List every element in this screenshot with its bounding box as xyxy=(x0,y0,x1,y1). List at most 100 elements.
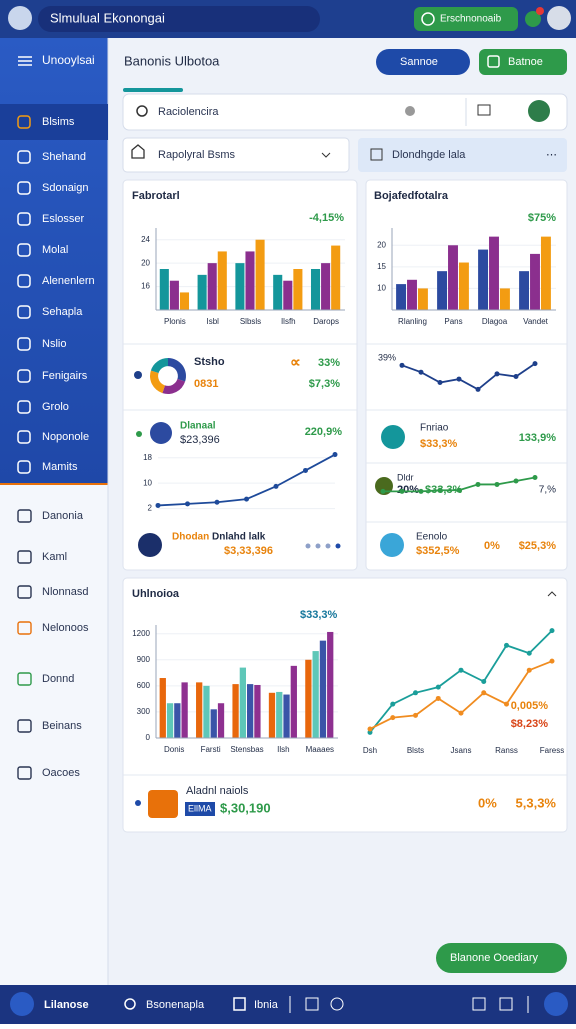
donut-slice xyxy=(162,379,186,394)
bar xyxy=(327,631,334,738)
x-tick-label: Isbl xyxy=(206,317,219,326)
point xyxy=(549,628,555,634)
panel xyxy=(365,179,568,571)
panel xyxy=(122,577,568,833)
dropdown[interactable] xyxy=(122,137,350,173)
icon[interactable] xyxy=(305,997,319,1011)
change: 5,3,3% xyxy=(516,795,557,810)
dropdown-label: Rapolyral Bsms xyxy=(158,149,236,161)
dot xyxy=(136,431,142,437)
nav-item[interactable]: Grolo xyxy=(42,401,69,413)
point xyxy=(155,502,161,508)
page-dot[interactable] xyxy=(325,543,331,549)
nav-item[interactable]: Sehapla xyxy=(42,306,83,318)
bar xyxy=(310,269,321,310)
nav-item[interactable]: Sdonaign xyxy=(42,182,89,194)
nav-icon xyxy=(17,115,31,129)
panel-title: Fabrotarl xyxy=(132,190,180,202)
page-title: Banonis Ulbotoa xyxy=(124,53,220,68)
bar xyxy=(530,253,540,310)
page-dot[interactable] xyxy=(335,543,341,549)
nav-item[interactable]: Molal xyxy=(42,244,68,256)
avatar[interactable] xyxy=(528,100,550,122)
row-name: Dldr xyxy=(397,472,414,482)
button[interactable] xyxy=(376,49,470,75)
icon xyxy=(148,790,178,818)
bar xyxy=(305,659,312,738)
nav-item[interactable]: Nelonoos xyxy=(42,622,89,634)
point xyxy=(273,483,279,489)
page-dot[interactable] xyxy=(305,543,311,549)
notification-icon[interactable] xyxy=(525,11,541,27)
point xyxy=(513,374,519,379)
title-pill xyxy=(38,6,320,32)
nav-icon xyxy=(17,243,31,257)
icon[interactable] xyxy=(477,104,491,116)
icon[interactable] xyxy=(499,997,513,1011)
bar xyxy=(245,251,255,310)
footer-item[interactable]: Bsonenapla xyxy=(146,999,205,1011)
nav-icon xyxy=(17,400,31,414)
nav-item[interactable]: Oacoes xyxy=(42,767,80,779)
nav-icon xyxy=(17,585,32,599)
x-tick-label: Vandet xyxy=(523,317,549,326)
bar xyxy=(196,682,203,738)
button[interactable] xyxy=(479,49,567,75)
donut-slice xyxy=(150,370,165,394)
avatar[interactable] xyxy=(8,6,32,30)
nav-item[interactable]: Donnd xyxy=(42,673,74,685)
footer-icon[interactable] xyxy=(10,992,34,1016)
bar xyxy=(217,251,227,310)
nav-item[interactable]: Noponole xyxy=(42,431,89,443)
change: $25,3% xyxy=(519,540,557,552)
page-dot[interactable] xyxy=(315,543,321,549)
bar xyxy=(247,684,254,738)
nav-item[interactable]: Beinans xyxy=(42,720,82,732)
nav-item[interactable]: Mamits xyxy=(42,461,78,473)
dropdown[interactable] xyxy=(358,138,567,172)
nav-item[interactable]: Shehand xyxy=(42,151,86,163)
icon[interactable] xyxy=(472,997,486,1011)
nav-item[interactable]: Fenigairs xyxy=(42,370,88,382)
y-tick-label: 24 xyxy=(141,235,150,244)
point xyxy=(456,487,462,493)
nav-item[interactable]: Kaml xyxy=(42,551,67,563)
nav-item[interactable]: Danonia xyxy=(42,510,84,522)
bar xyxy=(458,262,469,310)
row-name: Aladnl naiols xyxy=(186,785,249,797)
more[interactable]: ⋯ xyxy=(546,149,557,161)
fab[interactable] xyxy=(436,943,567,973)
badge xyxy=(536,7,544,15)
profile[interactable] xyxy=(547,6,571,30)
header-button[interactable] xyxy=(414,7,518,31)
nav-item[interactable]: Blsims xyxy=(42,116,75,128)
icon xyxy=(131,144,145,159)
nav-item[interactable]: Alenenlern xyxy=(42,275,95,287)
donut-slice xyxy=(168,358,186,382)
row-name: Eenolo xyxy=(416,532,448,543)
point xyxy=(494,481,500,487)
change: 220,9% xyxy=(305,426,343,438)
search-bar[interactable] xyxy=(122,93,568,131)
y-tick-label: 10 xyxy=(143,478,152,487)
footer-item[interactable]: Ibnia xyxy=(254,999,279,1011)
nav-icon xyxy=(17,274,31,288)
nav-item[interactable]: Nslio xyxy=(42,338,66,350)
icon xyxy=(370,148,383,161)
point xyxy=(399,362,405,368)
collapse[interactable] xyxy=(547,591,557,597)
nav-item[interactable]: Eslosser xyxy=(42,213,85,225)
x-tick-label: Jsans xyxy=(451,746,472,755)
point xyxy=(435,684,441,690)
nav-item[interactable]: Nlonnasd xyxy=(42,586,88,598)
footer-icon[interactable] xyxy=(544,992,568,1016)
person-name: Dlanaal xyxy=(180,421,216,432)
bar xyxy=(407,279,417,310)
row-amount: $,30,190 xyxy=(220,800,271,815)
nav-icon xyxy=(17,150,31,164)
x-tick-label: Farsti xyxy=(201,745,221,754)
y-tick-label: 2 xyxy=(148,504,153,513)
fab-label: Blanone Ooediary xyxy=(450,952,539,964)
icon[interactable] xyxy=(330,997,344,1011)
